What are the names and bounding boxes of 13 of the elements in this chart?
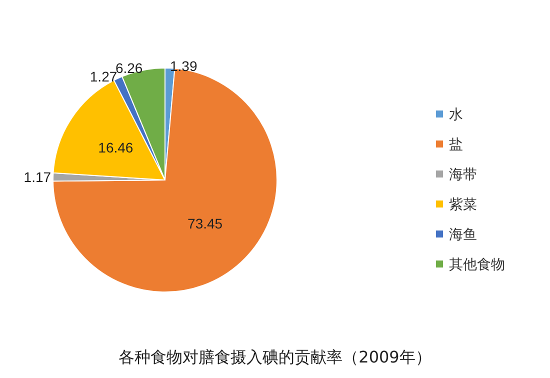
- data-label: 16.46: [98, 140, 134, 156]
- legend-label: 盐: [449, 136, 463, 152]
- data-label: 1.27: [90, 68, 118, 85]
- legend-label: 海鱼: [449, 226, 477, 242]
- data-label: 6.26: [115, 60, 143, 76]
- legend-label: 海带: [449, 166, 477, 182]
- legend-label: 其他食物: [449, 256, 505, 272]
- legend-label: 水: [449, 106, 463, 122]
- legend-label: 紫菜: [449, 196, 477, 212]
- data-label: 1.39: [170, 58, 198, 74]
- data-label: 1.17: [24, 168, 52, 185]
- text: 各种食物对膳食摄入碘的贡献率（2009年）: [118, 348, 432, 366]
- data-label: 73.45: [188, 215, 223, 232]
